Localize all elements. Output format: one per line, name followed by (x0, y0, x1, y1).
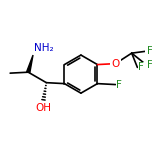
Text: F: F (147, 46, 152, 56)
Text: OH: OH (35, 103, 52, 113)
Text: F: F (138, 62, 144, 73)
Text: NH₂: NH₂ (34, 43, 54, 53)
Text: F: F (116, 79, 122, 90)
Text: O: O (111, 59, 120, 69)
Polygon shape (27, 55, 33, 73)
Text: F: F (147, 60, 152, 70)
